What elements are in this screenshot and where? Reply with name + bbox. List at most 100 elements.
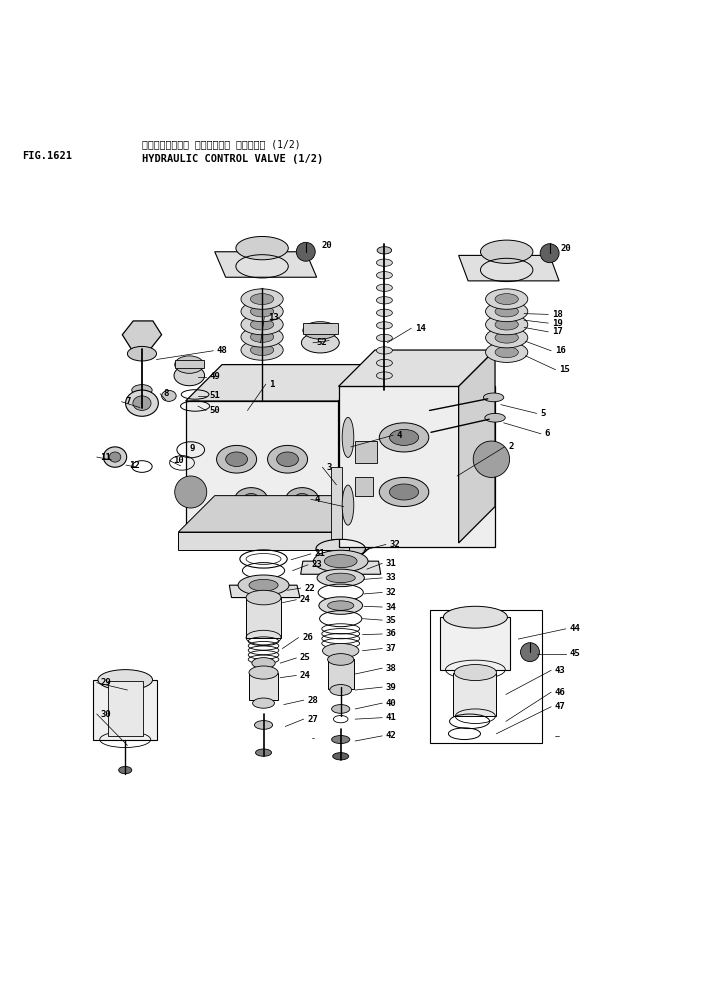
Ellipse shape — [376, 359, 392, 367]
Ellipse shape — [241, 327, 283, 347]
Ellipse shape — [317, 569, 365, 586]
Text: 51: 51 — [210, 392, 221, 400]
Bar — [355, 441, 377, 462]
Ellipse shape — [342, 485, 354, 525]
Polygon shape — [186, 365, 375, 401]
Ellipse shape — [486, 328, 528, 348]
Ellipse shape — [236, 236, 288, 260]
Text: 7: 7 — [125, 398, 130, 406]
Ellipse shape — [249, 666, 278, 679]
Ellipse shape — [127, 346, 157, 361]
Ellipse shape — [325, 555, 357, 568]
Text: 40: 40 — [386, 699, 397, 707]
Polygon shape — [339, 350, 495, 387]
Ellipse shape — [241, 289, 283, 309]
Text: 13: 13 — [268, 313, 279, 322]
Text: 29: 29 — [100, 678, 111, 687]
Ellipse shape — [133, 396, 151, 410]
Text: 18: 18 — [552, 310, 563, 319]
Text: 44: 44 — [569, 625, 580, 634]
Ellipse shape — [376, 284, 392, 291]
Ellipse shape — [486, 289, 528, 309]
Ellipse shape — [342, 417, 354, 458]
Text: 25: 25 — [300, 653, 311, 662]
Ellipse shape — [268, 446, 307, 473]
Bar — [303, 323, 338, 334]
Ellipse shape — [495, 319, 518, 330]
Ellipse shape — [376, 372, 392, 379]
Text: 26: 26 — [302, 633, 313, 643]
Polygon shape — [459, 256, 559, 280]
Ellipse shape — [328, 653, 354, 665]
Text: 31: 31 — [386, 559, 397, 568]
Text: 19: 19 — [552, 319, 563, 328]
Bar — [108, 681, 143, 736]
Ellipse shape — [175, 356, 204, 373]
Text: 20: 20 — [561, 244, 571, 253]
Ellipse shape — [249, 580, 278, 591]
Text: 22: 22 — [304, 584, 315, 592]
Circle shape — [296, 242, 315, 261]
Polygon shape — [339, 365, 375, 576]
Ellipse shape — [377, 247, 392, 254]
Text: 37: 37 — [386, 644, 397, 653]
Text: 30: 30 — [100, 709, 111, 718]
Ellipse shape — [332, 735, 350, 744]
Polygon shape — [93, 680, 157, 740]
Ellipse shape — [250, 344, 274, 355]
Ellipse shape — [389, 484, 419, 500]
Ellipse shape — [319, 597, 363, 614]
Bar — [328, 659, 354, 689]
Ellipse shape — [389, 429, 419, 446]
Ellipse shape — [333, 753, 349, 760]
Polygon shape — [301, 561, 381, 575]
Ellipse shape — [277, 452, 298, 466]
Ellipse shape — [241, 339, 283, 360]
Ellipse shape — [323, 644, 359, 658]
Ellipse shape — [98, 670, 153, 690]
Text: 49: 49 — [210, 373, 221, 382]
Text: 15: 15 — [559, 365, 570, 374]
Text: 35: 35 — [386, 616, 397, 625]
Text: 5: 5 — [540, 409, 545, 418]
Ellipse shape — [132, 400, 152, 410]
Bar — [339, 387, 495, 546]
Ellipse shape — [376, 346, 392, 354]
Text: 2: 2 — [508, 443, 513, 452]
Ellipse shape — [376, 309, 392, 317]
Ellipse shape — [483, 393, 504, 401]
Text: 32: 32 — [386, 588, 397, 597]
Ellipse shape — [250, 332, 274, 342]
Bar — [440, 617, 510, 670]
Ellipse shape — [495, 293, 518, 304]
Ellipse shape — [486, 301, 528, 322]
Ellipse shape — [250, 306, 274, 317]
Ellipse shape — [238, 575, 289, 595]
Ellipse shape — [314, 550, 368, 572]
Ellipse shape — [376, 322, 392, 329]
Bar — [249, 672, 278, 701]
Ellipse shape — [109, 452, 121, 462]
Text: 4: 4 — [314, 495, 320, 504]
Text: 21: 21 — [314, 549, 325, 558]
Ellipse shape — [495, 306, 518, 317]
Ellipse shape — [379, 423, 429, 452]
Bar — [178, 532, 349, 550]
Ellipse shape — [486, 314, 528, 335]
Circle shape — [473, 441, 510, 477]
Ellipse shape — [250, 319, 274, 330]
Text: 6: 6 — [545, 429, 550, 438]
Ellipse shape — [376, 296, 392, 304]
Ellipse shape — [495, 333, 518, 343]
Text: 11: 11 — [100, 453, 111, 461]
Text: 16: 16 — [555, 346, 566, 355]
Ellipse shape — [250, 293, 274, 304]
Circle shape — [521, 643, 539, 661]
Ellipse shape — [285, 488, 319, 511]
Bar — [175, 359, 204, 368]
Polygon shape — [178, 496, 368, 532]
Ellipse shape — [103, 447, 127, 467]
Ellipse shape — [480, 240, 533, 264]
Text: 32: 32 — [389, 540, 400, 549]
Polygon shape — [229, 585, 300, 597]
